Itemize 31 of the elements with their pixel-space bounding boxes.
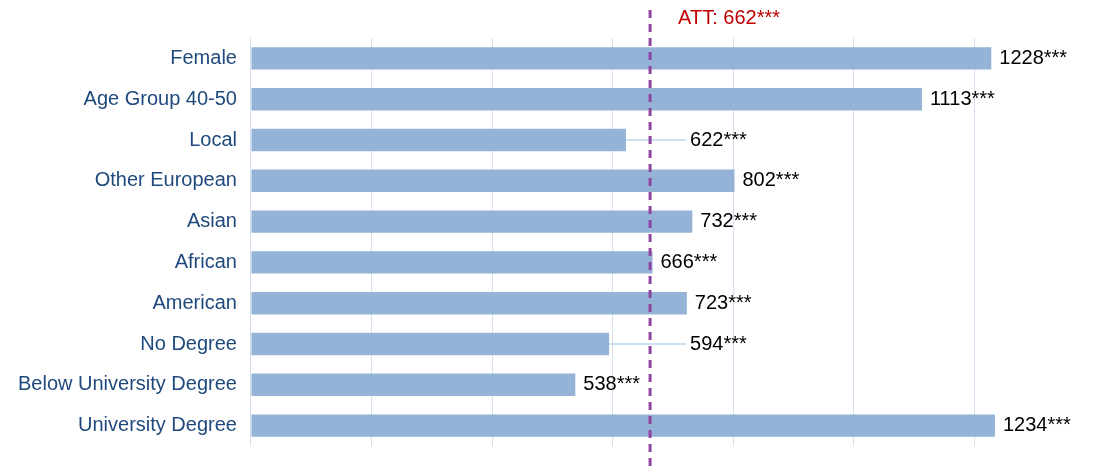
y-tick-label: Local [189, 127, 237, 150]
data-label: 802*** [742, 168, 800, 191]
y-tick-label: Female [170, 45, 237, 68]
bar [251, 87, 922, 111]
bar [251, 251, 653, 274]
data-label: 723*** [694, 290, 752, 313]
y-tick-label: American [152, 290, 237, 313]
bar [251, 47, 992, 70]
bar [251, 373, 576, 397]
y-tick-label: Age Group 40-50 [83, 86, 237, 109]
data-label: 666*** [660, 249, 718, 272]
bar [251, 332, 610, 356]
y-tick-label: Other European [94, 168, 237, 191]
data-label: 594*** [690, 331, 748, 354]
bar [251, 414, 995, 437]
data-label: 1228*** [999, 45, 1068, 68]
bar [251, 210, 693, 233]
data-label: 622*** [690, 127, 748, 150]
y-tick-label: University Degree [78, 413, 237, 436]
data-label: 1234*** [1002, 413, 1071, 436]
ref-line-label: ATT: 662*** [678, 6, 781, 28]
y-tick-label: Below University Degree [17, 372, 237, 395]
y-tick-label: Asian [186, 209, 237, 232]
data-label: 1113*** [929, 86, 996, 109]
y-tick-label: African [174, 249, 237, 272]
data-label: 732*** [700, 209, 758, 232]
data-label: 538*** [583, 372, 641, 395]
bar [251, 128, 626, 152]
bar [251, 169, 735, 193]
bar [251, 291, 687, 315]
y-tick-label: No Degree [140, 331, 237, 354]
